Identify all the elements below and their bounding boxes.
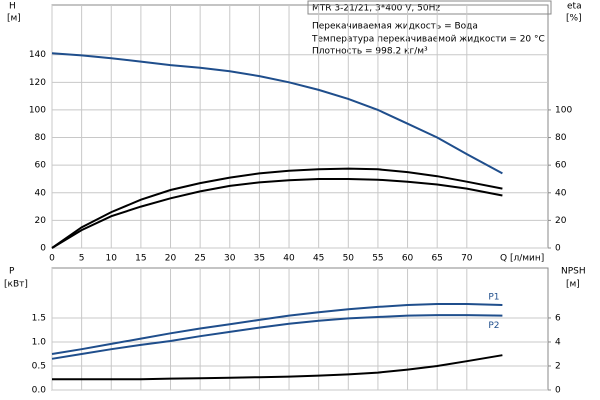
series-label: P1	[488, 292, 499, 302]
y2-axis-label: eta	[567, 2, 582, 12]
y-tick-label: 80	[35, 133, 47, 143]
annotation: Температура перекачиваемой жидкости = 20…	[311, 35, 545, 45]
y-tick-label: 1.5	[32, 313, 46, 323]
x-tick-label: 5	[79, 254, 85, 264]
y2-tick-label: 0	[555, 386, 561, 396]
y2-tick-label: 40	[555, 188, 567, 198]
y-tick-label: 40	[35, 188, 47, 198]
y-tick-label: 100	[29, 105, 46, 115]
x-tick-label: 25	[194, 254, 205, 264]
x-axis-label: Q [л/мин]	[500, 254, 544, 264]
chart-title: MTR 3-21/21, 3*400 V, 50Hz	[312, 4, 440, 14]
title-box	[307, 0, 552, 15]
annotation: Перекачиваемая жидкость = Вода	[312, 22, 478, 32]
series-label: P2	[488, 321, 499, 331]
annotation: Плотность = 998.2 кг/м³	[312, 47, 428, 57]
y2-tick-label: 100	[555, 105, 572, 115]
x-tick-label: 45	[313, 254, 324, 264]
y-axis-unit: [кВт]	[4, 280, 28, 290]
y-axis-label: H	[9, 2, 16, 12]
x-tick-label: 20	[165, 254, 177, 264]
y-tick-label: 1.0	[32, 337, 47, 347]
y-tick-label: 0.5	[32, 361, 46, 371]
y2-tick-label: 2	[555, 361, 561, 371]
data-line	[51, 178, 503, 249]
y-tick-label: 60	[35, 161, 47, 171]
y-tick-label: 120	[29, 78, 46, 88]
data-line	[52, 354, 503, 381]
y-axis-label: P	[9, 267, 15, 277]
y2-axis-label: NPSH	[561, 267, 586, 277]
x-tick-label: 40	[283, 254, 295, 264]
x-tick-label: 35	[254, 254, 265, 264]
x-tick-label: 15	[135, 254, 146, 264]
x-tick-label: 30	[224, 254, 236, 264]
y2-tick-label: 0	[555, 244, 561, 254]
y-tick-label: 0.0	[32, 386, 47, 396]
y2-tick-label: 6	[555, 313, 561, 323]
data-line	[51, 167, 503, 249]
x-tick-label: 0	[49, 254, 55, 264]
data-line	[51, 303, 503, 355]
x-tick-label: 60	[402, 254, 414, 264]
data-line	[51, 52, 503, 175]
x-tick-label: 50	[343, 254, 355, 264]
x-tick-label: 10	[106, 254, 118, 264]
y2-axis-unit: [м]	[566, 280, 580, 290]
x-tick-label: 65	[431, 254, 442, 264]
y2-tick-label: 20	[555, 216, 567, 226]
y-tick-label: 0	[40, 244, 46, 254]
y2-tick-label: 60	[555, 161, 567, 171]
data-line	[51, 314, 503, 360]
y-axis-unit: [м]	[7, 14, 21, 24]
y-tick-label: 140	[29, 50, 46, 60]
x-tick-label: 55	[372, 254, 383, 264]
plot-frame	[51, 267, 549, 391]
y2-tick-label: 80	[555, 133, 567, 143]
y-tick-label: 20	[35, 216, 47, 226]
y2-axis-unit: [%]	[566, 14, 582, 24]
y2-tick-label: 4	[555, 337, 561, 347]
x-tick-label: 70	[461, 254, 473, 264]
